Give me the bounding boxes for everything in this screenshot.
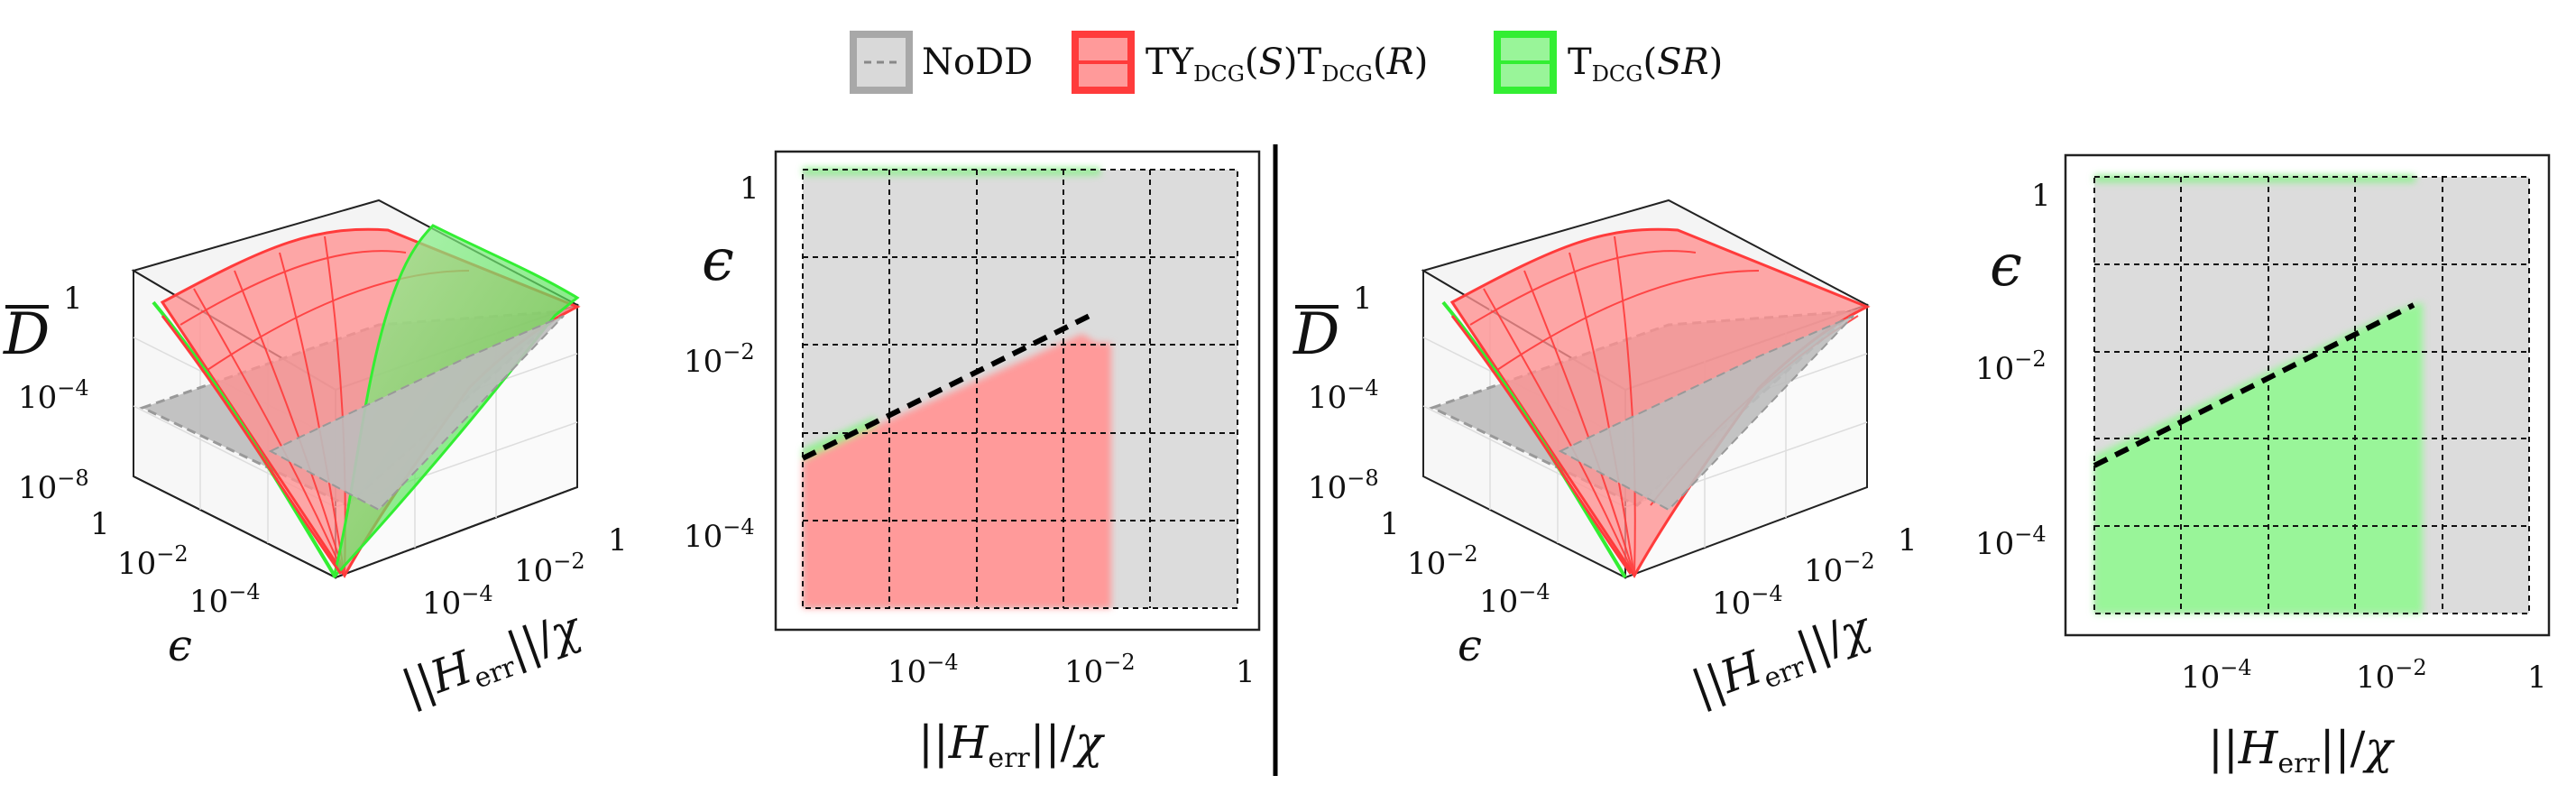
ztick-0: 1 <box>63 281 83 317</box>
surface-nodd-front <box>268 315 565 512</box>
legend: NoDD TYDCG(S)TDCG(R) TDCG(SR) <box>850 31 1723 94</box>
xtick-0: 1 <box>1380 506 1400 542</box>
ytick-1: 10−2 <box>1804 549 1875 589</box>
legend-label-ty: TYDCG(S)TDCG(R) <box>1145 42 1428 87</box>
ztick-1: 10−4 <box>1308 375 1379 416</box>
ztick-0: 1 <box>1353 281 1373 317</box>
surface-nodd-front <box>1558 315 1854 512</box>
legend-label-t: TDCG(SR) <box>1568 42 1723 87</box>
xlabel: ||Herr||/χ <box>2208 722 2395 780</box>
grid <box>802 169 1238 609</box>
panel-right-2d: ϵ 1 10−2 10−4 10−4 10−2 1 ||Herr||/χ <box>1975 153 2551 780</box>
xtick-1: 10−2 <box>1407 541 1478 582</box>
xtick-1: 10−2 <box>2356 655 2427 696</box>
legend-label-nodd: NoDD <box>922 42 1033 83</box>
legend-item-t: TDCG(SR) <box>1494 31 1723 94</box>
green-top-strip <box>803 168 1100 175</box>
zlabel: D <box>1293 301 1339 368</box>
panel-right-3d: D 1 10−4 10−8 1 10−2 10−4 ϵ 10−4 10−2 1 … <box>1293 198 1918 719</box>
ylabel: ϵ <box>1990 233 2022 300</box>
xtick-2: 1 <box>2527 660 2547 696</box>
surface-ty-edge <box>161 315 343 575</box>
ytick-0: 1 <box>2031 178 2051 214</box>
xtick-0: 10−4 <box>2181 655 2252 696</box>
ztick-1: 10−4 <box>18 375 89 416</box>
green-top-strip <box>2094 175 2415 182</box>
region-ty-green-edge <box>803 417 877 460</box>
ytick-0: 1 <box>740 171 759 207</box>
zlabel: D <box>3 301 50 368</box>
ztick-2: 10−8 <box>1308 466 1379 506</box>
ytick-2: 10−4 <box>1975 521 2047 562</box>
ytick-2: 1 <box>608 522 628 558</box>
threshold-line <box>801 313 1091 461</box>
threshold-line <box>2093 302 2415 468</box>
xlabel: ϵ <box>168 621 192 671</box>
ytick-0: 10−4 <box>1712 581 1783 622</box>
surface-ty-edge <box>1450 315 1633 575</box>
ylabel: ϵ <box>702 227 734 294</box>
xtick-1: 10−2 <box>117 541 189 582</box>
ytick-0: 10−4 <box>422 581 493 622</box>
ytick-2: 10−4 <box>684 514 755 555</box>
region-ty <box>803 334 1111 608</box>
xtick-0: 10−4 <box>888 650 959 690</box>
ytick-1: 10−2 <box>514 549 585 589</box>
legend-swatch-nodd <box>850 31 913 94</box>
xtick-2: 10−4 <box>1479 579 1550 620</box>
ytick-1: 10−2 <box>684 339 755 380</box>
xtick-2: 1 <box>1236 654 1256 690</box>
legend-item-ty: TYDCG(S)TDCG(R) <box>1072 31 1428 94</box>
xlabel: ϵ <box>1458 621 1482 671</box>
grid <box>2093 176 2530 614</box>
xlabel: ||Herr||/χ <box>918 716 1105 774</box>
legend-item-nodd: NoDD <box>850 31 1033 94</box>
ztick-2: 10−8 <box>18 466 89 506</box>
xtick-2: 10−4 <box>189 579 261 620</box>
xtick-0: 1 <box>90 506 110 542</box>
ytick-1: 10−2 <box>1975 346 2047 387</box>
xtick-1: 10−2 <box>1064 650 1136 690</box>
region-t <box>2094 302 2423 614</box>
panel-left-3d: D 1 10−4 10−8 1 10−2 10−4 ϵ 10−4 10−2 1 … <box>3 198 628 719</box>
panel-left-2d: ϵ 1 10−2 10−4 10−4 10−2 1 ||Herr||/χ <box>684 150 1261 774</box>
ytick-2: 1 <box>1898 522 1918 558</box>
